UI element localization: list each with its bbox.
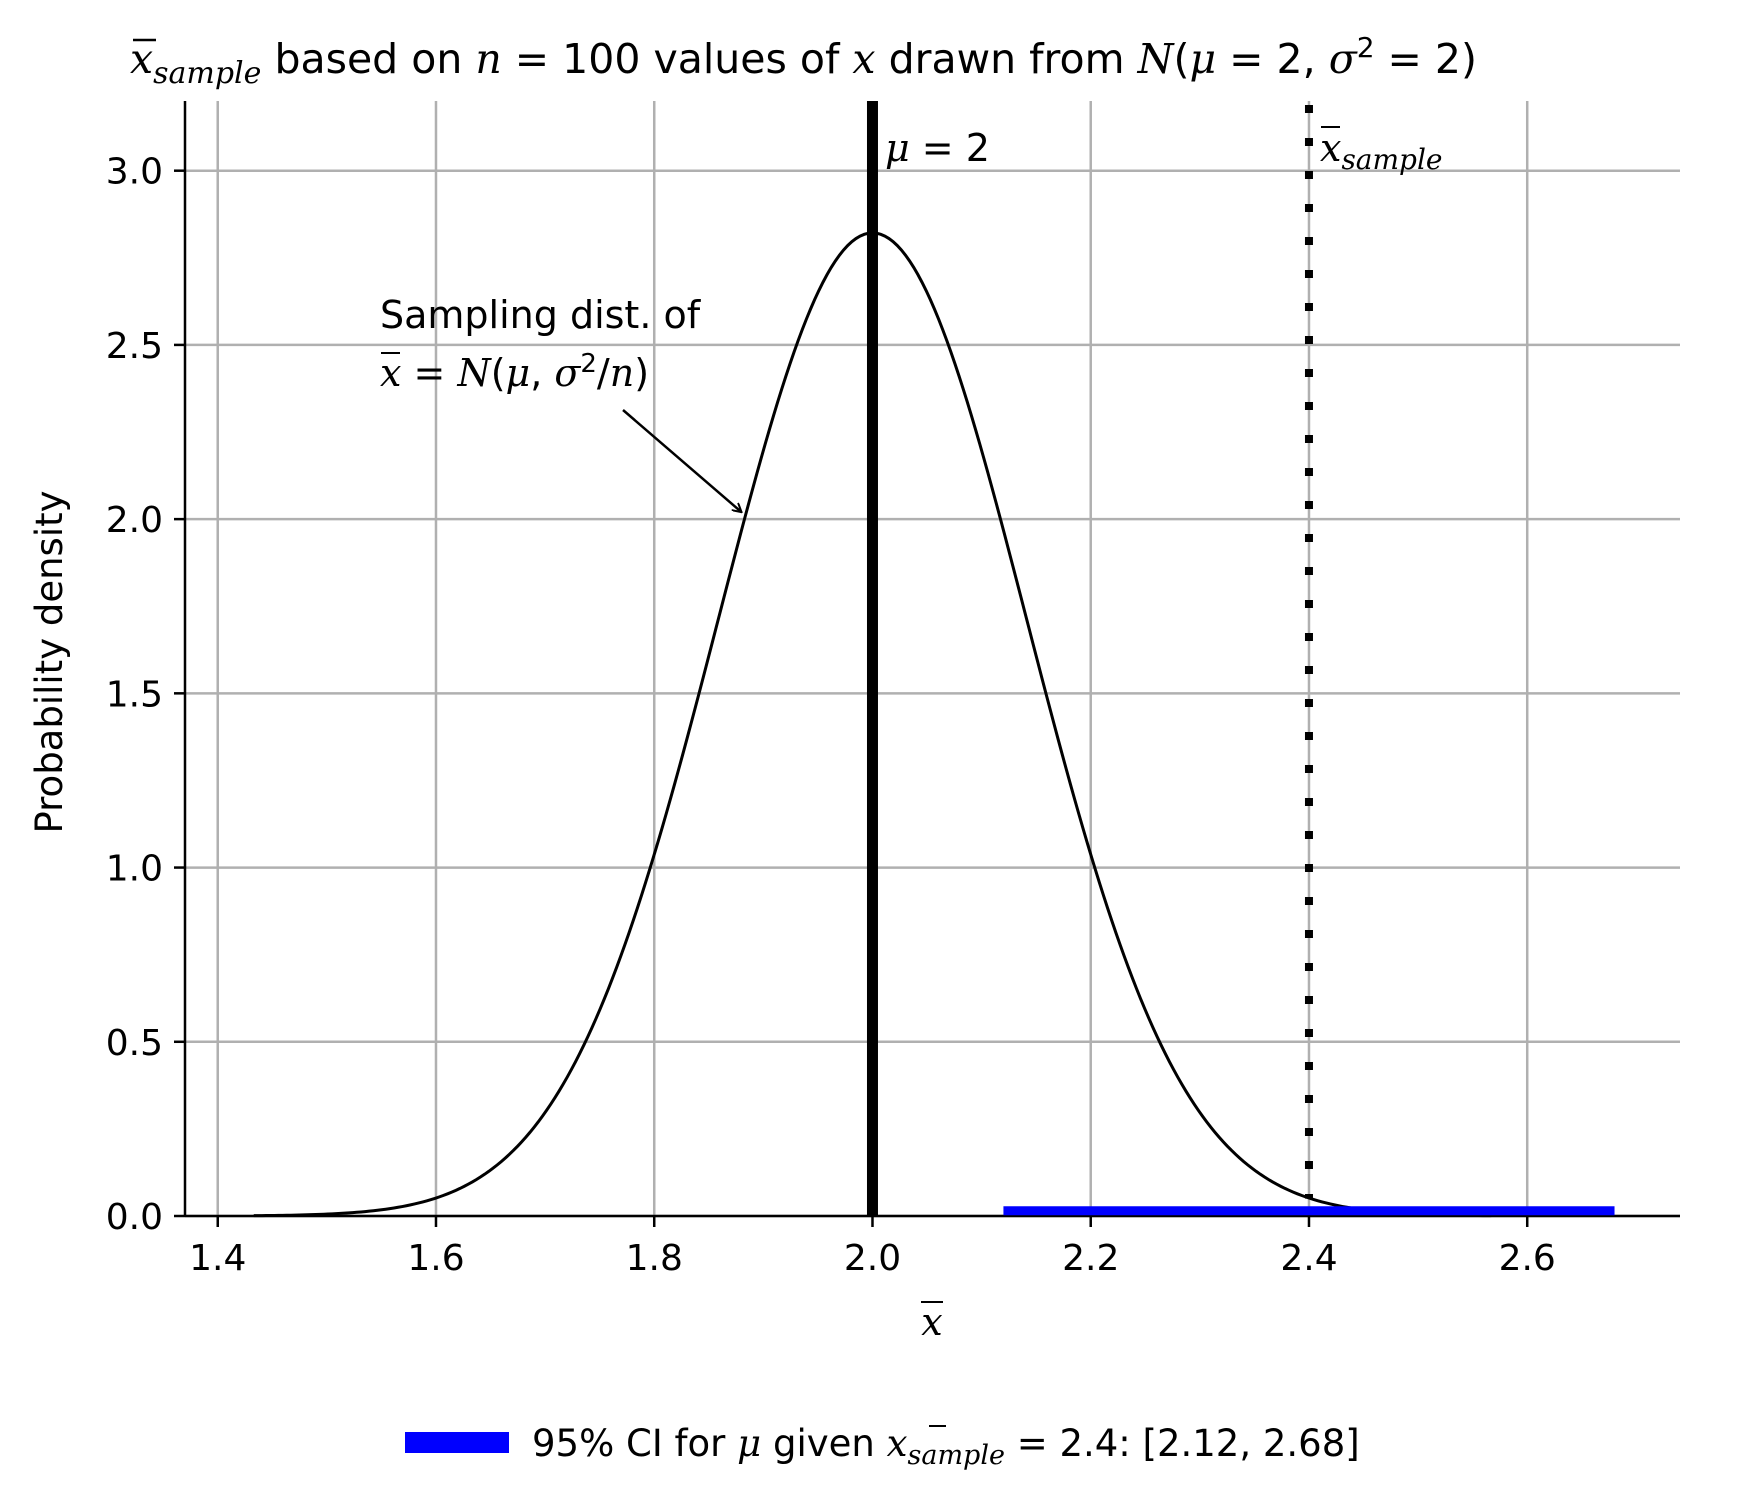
annotation-line2: x = N(μ, σ2/n)	[380, 349, 649, 395]
xbar-line-label: xsample	[1320, 126, 1443, 176]
legend-entry: 95% CI for μ given xsample = 2.4: [2.12,…	[532, 1422, 1360, 1471]
x-tick-label: 1.4	[189, 1238, 246, 1279]
y-tick-label: 3.0	[106, 152, 163, 193]
x-tick-label: 2.6	[1499, 1238, 1556, 1279]
y-tick-label: 1.5	[106, 674, 163, 715]
x-tick-label: 1.6	[407, 1238, 464, 1279]
annotation-line1: Sampling dist. of	[380, 293, 702, 337]
y-tick-label: 0.5	[106, 1023, 163, 1064]
mu-line-label: μ = 2	[885, 126, 990, 170]
x-tick-label: 1.8	[626, 1238, 683, 1279]
x-tick-label: 2.4	[1280, 1238, 1337, 1279]
y-tick-label: 2.5	[106, 326, 163, 367]
x-tick-label: 2.2	[1062, 1238, 1119, 1279]
x-tick-label: 2.0	[844, 1238, 901, 1279]
x-axis-label: x	[921, 1300, 942, 1344]
legend-swatch	[405, 1432, 509, 1453]
gridlines	[185, 101, 1680, 1218]
y-axis-label: Probability density	[28, 490, 71, 833]
y-tick-label: 1.0	[106, 849, 163, 890]
chart-title: xsample based on n = 100 values of x dra…	[130, 31, 1477, 91]
y-tick-label: 0.0	[106, 1197, 163, 1238]
axis-ticks: 1.4 1.6 1.8 2.0 2.2 2.4 2.6 0.0 0.5 1.0 1.5 2.0 2.5 3…	[106, 152, 1556, 1279]
y-tick-label: 2.0	[106, 500, 163, 541]
annotation-arrow	[622, 409, 742, 512]
